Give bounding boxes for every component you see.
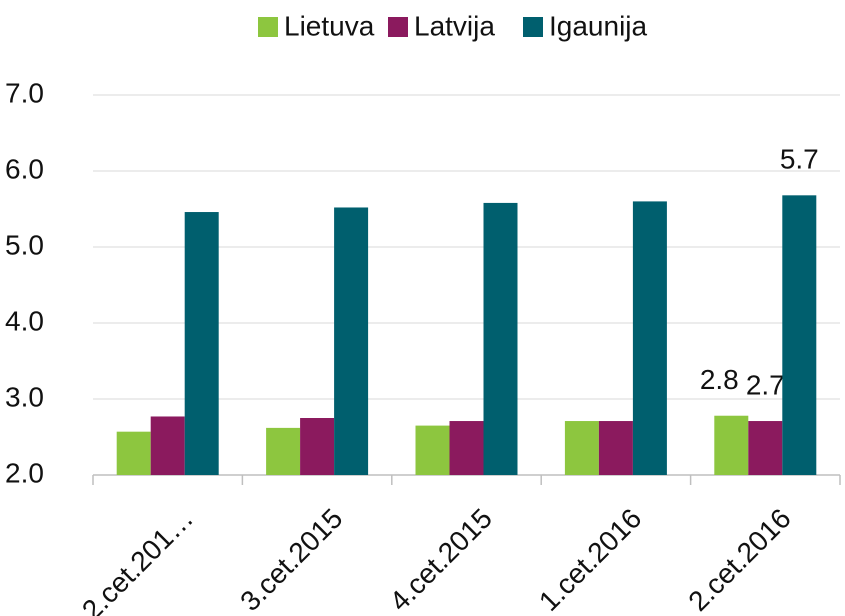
y-tick-label: 5.0: [5, 229, 44, 260]
bar: [415, 425, 450, 475]
data-label: 2.7: [746, 369, 785, 400]
bar: [782, 195, 817, 475]
bar: [483, 202, 518, 476]
x-tick-label: 4.cet.2015: [384, 503, 498, 616]
bar: [564, 421, 599, 475]
bar: [150, 416, 185, 475]
y-tick-label: 3.0: [5, 381, 44, 412]
legend-swatch: [523, 17, 543, 37]
y-tick-label: 4.0: [5, 305, 44, 336]
bar: [632, 201, 667, 475]
legend-swatch: [388, 17, 408, 37]
legend-label: Latvija: [414, 10, 495, 41]
data-label: 2.8: [700, 364, 739, 395]
x-tick-label: 2.cet.201…: [76, 503, 199, 616]
y-tick-label: 6.0: [5, 153, 44, 184]
bar: [300, 418, 335, 475]
legend-label: Igaunija: [549, 10, 648, 41]
x-tick-label: 1.cet.2016: [533, 503, 647, 616]
bar: [334, 207, 369, 476]
y-tick-label: 2.0: [5, 457, 44, 488]
bar: [449, 421, 484, 475]
data-label: 5.7: [780, 144, 819, 175]
x-tick-label: 3.cet.2015: [234, 503, 348, 616]
legend-label: Lietuva: [284, 10, 375, 41]
y-tick-label: 7.0: [5, 77, 44, 108]
bar: [266, 427, 301, 475]
bar: [714, 415, 749, 475]
bar: [116, 431, 151, 475]
x-tick-label: 2.cet.2016: [682, 503, 796, 616]
bar: [748, 421, 783, 475]
bar: [184, 212, 219, 476]
legend-swatch: [258, 17, 278, 37]
bar: [598, 421, 633, 475]
